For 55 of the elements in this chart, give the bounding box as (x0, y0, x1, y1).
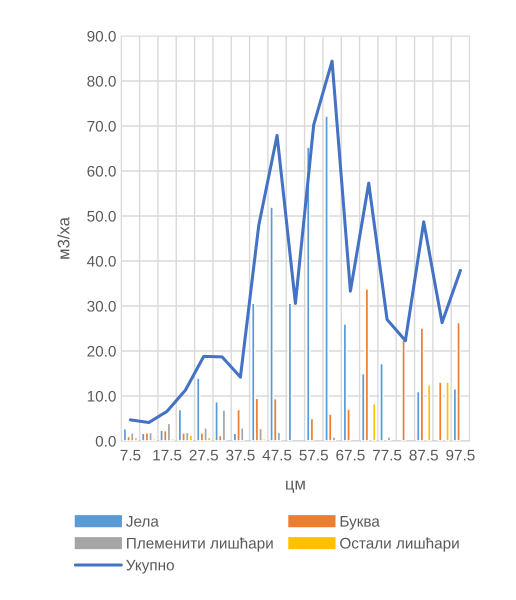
bar (372, 402, 376, 441)
bar (222, 409, 226, 441)
x-tick-label: 47.5 (262, 450, 292, 461)
bar (122, 428, 128, 441)
bar (148, 432, 153, 441)
y-tick-label: 80.0 (87, 76, 116, 87)
x-tick-label: 87.5 (410, 450, 438, 461)
x-tick-label: 17.5 (153, 450, 182, 461)
y-tick-label: 20.0 (87, 346, 116, 357)
y-axis-title: м3/ха (57, 217, 70, 259)
x-axis-title: цм (286, 480, 305, 493)
y-tick-label: 60.0 (87, 166, 116, 177)
bar (236, 408, 241, 441)
y-tick-label: 40.0 (87, 256, 116, 267)
bar (438, 381, 442, 441)
bar (401, 340, 406, 441)
legend-label: Племенити лишћари (127, 537, 273, 552)
bar (456, 322, 461, 441)
bar (130, 432, 135, 441)
x-tick-label: 27.5 (190, 450, 218, 461)
y-tick-label: 0.0 (96, 436, 116, 447)
legend-label: Остали лишћари (340, 537, 459, 552)
bar (379, 362, 384, 441)
bar (364, 288, 370, 441)
y-tick-label: 30.0 (87, 300, 116, 312)
bar (250, 302, 256, 441)
legend-label: Укупно (126, 560, 174, 574)
bar (445, 381, 450, 441)
x-tick-label: 97.5 (446, 450, 475, 461)
bar (214, 401, 219, 441)
bar (288, 302, 292, 441)
x-tick-label: 77.5 (372, 450, 402, 461)
y-tick-label: 50.0 (87, 210, 116, 222)
bar (324, 115, 329, 441)
legend-label: Јела (126, 516, 159, 527)
bar (420, 327, 424, 441)
bar (386, 436, 392, 441)
x-tick-label: 37.5 (226, 450, 255, 461)
x-tick-label: 67.5 (336, 450, 365, 461)
x-tick-label: 7.5 (120, 450, 140, 461)
line-series (128, 60, 462, 424)
bar (342, 323, 348, 441)
legend-label: Буква (340, 516, 380, 530)
y-tick-label: 90.0 (87, 30, 116, 42)
y-tick-label: 70.0 (87, 120, 116, 132)
bar (196, 377, 201, 441)
bar (203, 427, 208, 441)
bar (426, 384, 432, 441)
bar (269, 206, 274, 441)
x-tick-label: 57.5 (299, 450, 328, 461)
y-tick-label: 10.0 (88, 390, 116, 402)
bar (144, 432, 150, 441)
bar (166, 422, 172, 441)
bar (188, 434, 194, 441)
bar (178, 408, 182, 441)
